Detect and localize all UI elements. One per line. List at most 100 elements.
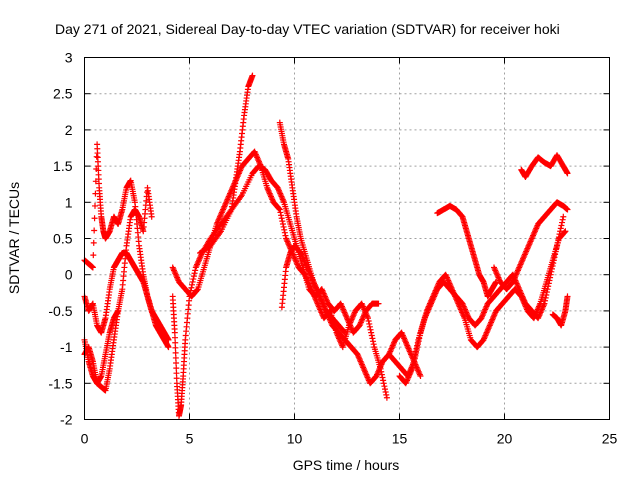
series-track-n	[518, 152, 571, 180]
data-point	[555, 236, 562, 243]
x-tick-label: 15	[392, 431, 408, 447]
data-point	[558, 222, 565, 229]
data-point	[411, 354, 418, 361]
series-track-k	[396, 213, 567, 387]
data-point	[544, 286, 551, 293]
data-point	[281, 226, 288, 233]
data-point	[549, 263, 556, 270]
data-point	[341, 329, 348, 336]
data-point	[91, 227, 98, 234]
data-point	[564, 170, 571, 177]
data-point	[172, 334, 179, 341]
series-track-d	[81, 307, 122, 387]
y-tick-label: -1	[60, 339, 73, 355]
y-tick-label: 2	[65, 122, 73, 138]
data-point	[172, 339, 179, 346]
data-point	[190, 273, 197, 280]
grid	[84, 57, 610, 420]
data-point	[92, 202, 98, 209]
data-point	[541, 300, 548, 307]
series-track-b	[81, 249, 172, 351]
series-track-o	[549, 293, 571, 329]
data-point	[552, 248, 559, 255]
data-point	[276, 206, 283, 213]
data-point	[560, 213, 567, 220]
data-point	[279, 221, 286, 228]
data-point	[559, 219, 566, 226]
data-point	[366, 320, 373, 327]
x-tick-label: 5	[186, 431, 194, 447]
data-point	[369, 335, 376, 342]
data-point	[554, 242, 560, 249]
data-point	[559, 216, 566, 223]
data-point	[280, 223, 287, 230]
data-point	[173, 360, 180, 367]
data-point	[367, 326, 374, 333]
data-point	[557, 228, 564, 235]
data-point	[189, 278, 196, 285]
data-points	[81, 72, 571, 419]
y-tick-label: 3	[65, 50, 73, 66]
y-axis-label: SDTVAR / TECUs	[6, 182, 22, 294]
data-point	[548, 265, 555, 272]
data-point	[278, 212, 285, 219]
data-point	[173, 370, 180, 377]
y-tick-label: 2.5	[53, 86, 73, 102]
data-point	[550, 260, 557, 267]
data-point	[561, 228, 568, 235]
data-point	[562, 228, 569, 235]
x-tick-label: 20	[497, 431, 513, 447]
data-point	[90, 252, 97, 259]
data-point	[89, 264, 96, 271]
data-point	[383, 394, 390, 401]
data-point	[91, 215, 98, 222]
data-point	[281, 229, 288, 236]
data-point	[543, 291, 550, 298]
data-point	[191, 270, 198, 277]
y-tick-label: 0.5	[53, 231, 73, 247]
data-point	[172, 344, 179, 351]
data-point	[542, 294, 549, 301]
x-tick-label: 0	[81, 431, 89, 447]
data-point	[414, 339, 421, 346]
data-point	[190, 276, 197, 283]
data-point	[564, 293, 571, 300]
data-point	[194, 286, 201, 293]
data-point	[547, 271, 554, 278]
data-point	[173, 375, 180, 382]
data-point	[417, 373, 424, 380]
data-point	[188, 284, 195, 291]
data-point	[370, 341, 377, 348]
series-track-i	[278, 242, 348, 336]
data-point	[93, 153, 100, 160]
data-point	[409, 362, 416, 369]
data-point	[341, 328, 348, 335]
data-point	[172, 349, 179, 356]
y-tick-label: -2	[60, 412, 73, 428]
y-tick-label: 0	[65, 267, 73, 283]
data-point	[277, 209, 284, 216]
data-point	[551, 254, 558, 261]
data-point	[382, 386, 389, 393]
data-point	[276, 205, 283, 212]
data-point	[370, 338, 377, 345]
data-point	[382, 388, 389, 395]
data-point	[410, 357, 417, 364]
data-point	[413, 345, 420, 352]
data-point	[148, 213, 155, 220]
data-point	[557, 225, 564, 232]
data-point	[379, 374, 386, 381]
data-point	[249, 72, 256, 79]
data-point	[556, 231, 563, 238]
data-point	[547, 274, 554, 281]
data-point	[165, 344, 172, 351]
data-point	[380, 380, 387, 387]
data-point	[546, 277, 553, 284]
data-point	[412, 351, 419, 358]
data-point	[375, 300, 382, 307]
data-point	[172, 354, 179, 361]
data-point	[564, 206, 571, 213]
data-point	[365, 315, 371, 322]
data-point	[545, 280, 552, 287]
data-point	[282, 232, 289, 239]
